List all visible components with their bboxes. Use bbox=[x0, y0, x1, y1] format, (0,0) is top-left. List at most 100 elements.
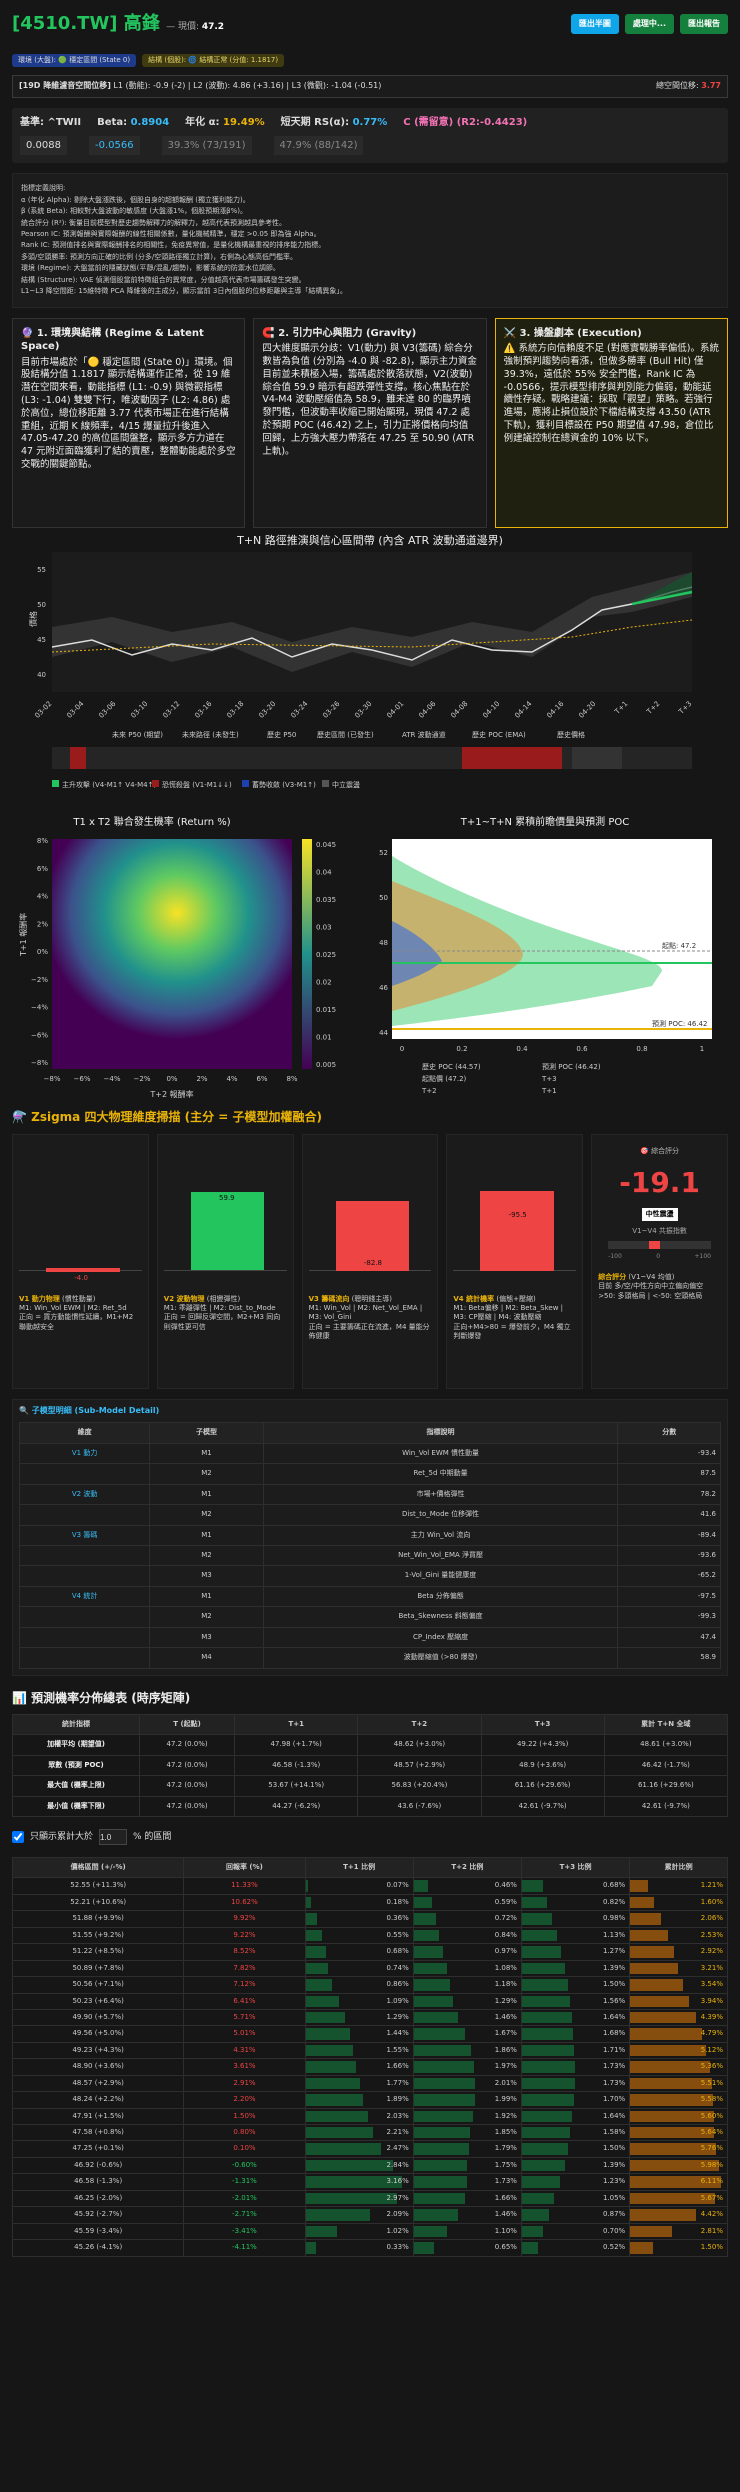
table-row: 加權平均 (期望值) 47.2 (0.0%) 47.98 (+1.7%) 48.62 … bbox=[12, 1734, 729, 1756]
table-cell: 5.67% bbox=[629, 2189, 728, 2208]
ratio-bar bbox=[630, 2011, 696, 2024]
cell-value: 1.09% bbox=[386, 1996, 409, 2005]
column-header: 回報率 (%) bbox=[183, 1857, 306, 1879]
table-cell: 3.94% bbox=[629, 1992, 728, 2010]
cell-value: 0.46% bbox=[494, 1881, 517, 1890]
y-tick: 2% bbox=[37, 921, 48, 929]
table-cell: 1.71% bbox=[520, 2041, 631, 2060]
table-cell: 48.90 (+3.6%) bbox=[11, 2058, 185, 2076]
cell-value: 50.56 (+7.1%) bbox=[72, 1980, 124, 1989]
cell-value: 1.92% bbox=[494, 2111, 517, 2120]
table-cell: 46.92 (-0.6%) bbox=[11, 2156, 185, 2175]
column-header: 價格區間 (+/-%) bbox=[11, 1857, 185, 1879]
cell-value: 1.55% bbox=[386, 2045, 409, 2054]
beta-label: Beta: bbox=[97, 117, 128, 129]
table-cell: 48.57 (+2.9%) bbox=[11, 2074, 185, 2093]
cell-value: 52.21 (+10.6%) bbox=[70, 1897, 127, 1906]
table-cell: 47.98 (+1.7%) bbox=[234, 1734, 359, 1756]
processing-button[interactable]: 處理中... bbox=[624, 13, 674, 35]
ratio-bar bbox=[305, 2143, 382, 2155]
t2-area bbox=[392, 881, 523, 1012]
ratio-bar bbox=[630, 2209, 697, 2221]
table-cell: 1.66% bbox=[412, 2189, 522, 2208]
latent-space-bar: [19D 降維濾音空間位移] L1 (動能): -0.9 (-2) | L2 (… bbox=[12, 75, 728, 99]
ratio-bar bbox=[521, 2011, 573, 2024]
ratio-bar bbox=[630, 2242, 653, 2254]
table-cell: 50.23 (+6.4%) bbox=[11, 1992, 185, 2010]
legend-title: 指標定義說明: bbox=[21, 184, 66, 193]
export-half-button[interactable]: 匯出半圖 bbox=[570, 13, 619, 35]
table-cell: 45.26 (-4.1%) bbox=[11, 2239, 185, 2257]
ratio-bar bbox=[521, 1946, 561, 1958]
execution-card: ⚔️ 3. 操盤劇本 (Execution) ⚠️ 系統方向信賴度不足 (對應實戰… bbox=[494, 317, 728, 528]
x-tick: 03-20 bbox=[257, 699, 277, 719]
table-cell bbox=[18, 1626, 151, 1649]
cell-value: 5.51% bbox=[700, 2078, 723, 2087]
table-cell: 1.92% bbox=[412, 2107, 522, 2126]
ratio-bar bbox=[413, 1946, 444, 1958]
x-tick: T+1 bbox=[613, 699, 630, 716]
column-header: 維度 bbox=[18, 1422, 151, 1444]
cell-value: 52.55 (+11.3%) bbox=[70, 1881, 127, 1890]
table-cell bbox=[18, 1647, 151, 1669]
card-text: 目前市場處於「🟡 穩定區間 (State 0)」環境。個股結構分值 1.1817… bbox=[21, 356, 236, 471]
final-score: -19.1 bbox=[619, 1166, 700, 1200]
cell-value: 0.52% bbox=[602, 2243, 626, 2252]
x-tick: 8% bbox=[286, 1075, 297, 1083]
table-cell: 87.5 bbox=[617, 1463, 721, 1485]
cell-value: 45.26 (-4.1%) bbox=[74, 2243, 123, 2252]
table-row: V3 籌碼 M1 主力 Win_Vol 流向 -89.4 bbox=[18, 1524, 721, 1547]
cell-value: 1.79% bbox=[494, 2144, 517, 2153]
zsigma-v1-card: -4.0 V1 動力物理 (慣性動量) M1: Win_Vol EWM | M2:… bbox=[12, 1133, 149, 1389]
table-cell: 1.66% bbox=[304, 2058, 414, 2076]
filter-checkbox[interactable] bbox=[12, 1831, 24, 1844]
v3-sub: (聰明錢主導) bbox=[351, 1294, 393, 1303]
table-cell: M2 bbox=[149, 1504, 264, 1526]
export-report-button[interactable]: 匯出報告 bbox=[680, 13, 728, 35]
cell-value: 51.55 (+9.2%) bbox=[72, 1930, 124, 1939]
cell-value: 0.55% bbox=[386, 1930, 409, 1939]
column-header: 累計 T+N 全域 bbox=[603, 1713, 729, 1736]
table-cell: 0.36% bbox=[304, 1910, 414, 1928]
price-label: — 現價: bbox=[166, 21, 199, 32]
table-cell: 56.83 (+20.4%) bbox=[357, 1775, 482, 1797]
poc-yticks: 52 50 48 46 44 bbox=[379, 849, 388, 1037]
cell-value: 1.13% bbox=[602, 1930, 626, 1939]
colorbar bbox=[302, 839, 312, 1070]
table-cell: 47.2 (0.0%) bbox=[138, 1795, 236, 1818]
table-cell: 47.25 (+0.1%) bbox=[11, 2140, 185, 2158]
ratio-bar bbox=[413, 2044, 471, 2057]
v2-expl: 正向 = 回歸反彈空間，M2+M3 同向則彈性更可信 bbox=[163, 1313, 281, 1331]
ratio-bar bbox=[413, 2127, 471, 2139]
table-cell: 10.62% bbox=[183, 1893, 306, 1912]
table-cell: 48.24 (+2.2%) bbox=[11, 2091, 185, 2109]
table-cell: 2.01% bbox=[412, 2074, 522, 2093]
poc-legend: 歷史 POC (44.57) 預測 POC (46.42) 起點價 (47.2)… bbox=[421, 1062, 601, 1095]
x-tick: 1 bbox=[700, 1045, 704, 1053]
table-row: V1 動力 M1 Win_Vol EWM 慣性動量 -93.4 bbox=[18, 1442, 721, 1465]
table-row: 51.55 (+9.2%) 9.22% 0.55% 0.84% 1.13% 2.53% bbox=[11, 1926, 728, 1945]
table-cell: -1.31% bbox=[183, 2173, 306, 2191]
table-cell: 1.68% bbox=[520, 2025, 631, 2043]
filter-threshold-input[interactable] bbox=[99, 1829, 128, 1846]
cell-value: 0.68% bbox=[602, 1881, 626, 1890]
gauge-mid: 0 bbox=[656, 1252, 661, 1260]
cell-value: 1.77% bbox=[386, 2078, 409, 2087]
ratio-bar bbox=[413, 2011, 459, 2024]
metrics-panel: 基準: ^TWII Beta: 0.8904 年化 α: 19.49% 短天期 … bbox=[12, 108, 728, 164]
table-cell: -2.71% bbox=[183, 2206, 306, 2224]
distribution-table: 統計指標 T (起點) T+1 T+2 T+3 累計 T+N 全域 加權平均 (期望值) 4… bbox=[12, 1713, 729, 1818]
cell-value: 1.73% bbox=[494, 2177, 517, 2186]
ratio-bar bbox=[521, 2110, 573, 2123]
x-tick: 0.6 bbox=[576, 1045, 588, 1053]
cell-value: 1.27% bbox=[602, 1947, 626, 1956]
ratio-bar bbox=[630, 1896, 655, 1909]
cell-value: 1.23% bbox=[602, 2177, 626, 2186]
cell-value: 5.64% bbox=[700, 2128, 723, 2137]
table-cell: M4 bbox=[149, 1647, 264, 1669]
table-cell: 0.82% bbox=[520, 1893, 631, 1912]
v1-value: -4.0 bbox=[74, 1274, 88, 1283]
cell-value: 1.85% bbox=[494, 2128, 517, 2137]
legend-item: 主升攻擊 (V4-M1↑ V4-M4↑) bbox=[62, 780, 156, 789]
table-cell: Beta_Skewness 斜態偏度 bbox=[262, 1606, 619, 1628]
